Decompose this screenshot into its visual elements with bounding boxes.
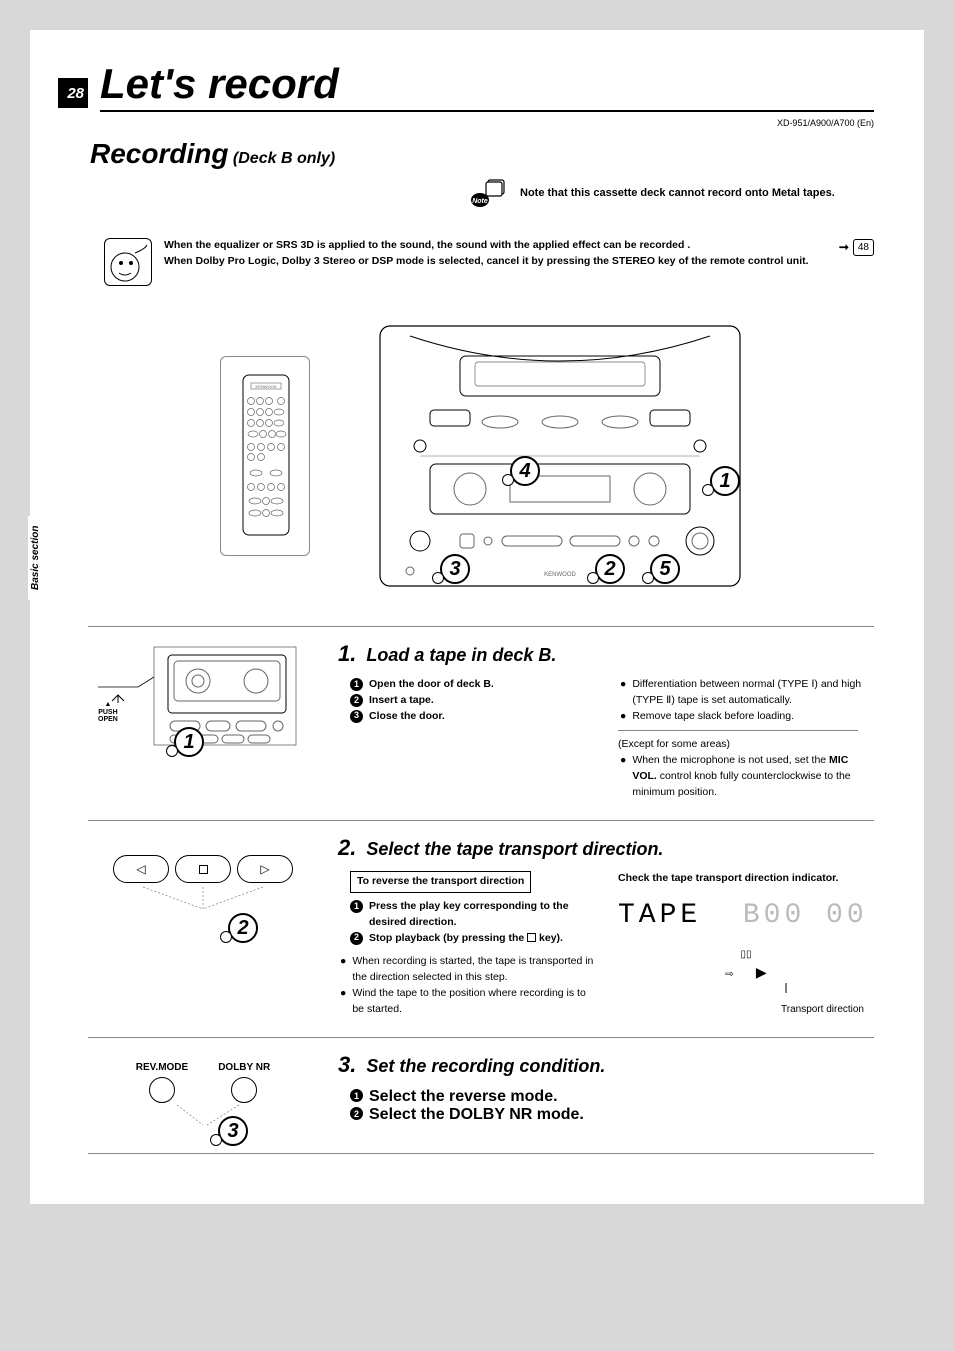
callout-3: 3 <box>440 554 470 584</box>
info-block: ➞ 48 When the equalizer or SRS 3D is app… <box>104 238 874 286</box>
step2-title: 2. Select the tape transport direction. <box>338 835 874 861</box>
callout-1: 1 <box>710 466 740 496</box>
step2-right-title: Check the tape transport direction indic… <box>618 871 874 887</box>
info-text: ➞ 48 When the equalizer or SRS 3D is app… <box>164 238 874 270</box>
play-rev-button: ◁ <box>113 855 169 883</box>
illustration-row: KENWOOD <box>220 316 874 596</box>
page-number-badge: 28 <box>58 78 88 108</box>
page-ref: ➞ 48 <box>839 238 874 256</box>
step2-item-a: Press the play key corresponding to the … <box>369 899 594 931</box>
svg-text:Note: Note <box>472 198 488 205</box>
sub-title: Recording <box>90 138 228 169</box>
remote-illustration: KENWOOD <box>220 356 310 556</box>
svg-text:KENWOOD: KENWOOD <box>255 384 276 389</box>
step2-item-b: Stop playback (by pressing the key). <box>369 931 563 947</box>
play-fwd-button: ▷ <box>237 855 293 883</box>
step1-bullet-1: Differentiation between normal (TYPE Ⅰ) … <box>632 677 874 709</box>
side-tab: Basic section <box>28 516 43 600</box>
rev-mode-label: REV.MODE <box>136 1062 188 1073</box>
step1-item-a: Open the door of deck B. <box>369 677 494 693</box>
step1-callout: 1 <box>174 727 204 757</box>
transport-buttons: ◁ ▷ <box>88 855 318 883</box>
dolby-nr-knob <box>231 1077 257 1103</box>
subtitle-row: Recording (Deck B only) <box>90 138 874 170</box>
callout-5: 5 <box>650 554 680 584</box>
step3-item-b: Select the DOLBY NR mode. <box>369 1106 584 1124</box>
direction-label: Transport direction <box>618 1002 874 1017</box>
step2-bullet-1: When recording is started, the tape is t… <box>352 954 594 986</box>
lcd-display: TAPE B00 00 <box>618 895 874 937</box>
step1-bullet-3: When the microphone is not used, set the… <box>632 753 874 800</box>
step1-title: 1. Load a tape in deck B. <box>338 641 874 667</box>
deck-b-illustration: ▲PUSHOPEN 1 <box>98 641 298 751</box>
step1-item-c: Close the door. <box>369 709 445 725</box>
step-2: ◁ ▷ 2 2. Select the tape transport direc… <box>88 820 874 1017</box>
step2-bullet-2: Wind the tape to the position where reco… <box>352 986 594 1018</box>
main-title: Let's record <box>100 60 874 112</box>
step2-boxed: To reverse the transport direction <box>350 871 531 893</box>
step-1: ▲PUSHOPEN 1 1. Load a tape in deck B. 1 O… <box>88 626 874 800</box>
step3-item-a: Select the reverse mode. <box>369 1088 558 1106</box>
step1-except: (Except for some areas) <box>618 737 874 753</box>
push-open-label: ▲PUSHOPEN <box>98 701 118 724</box>
note-icon: Note <box>470 178 508 208</box>
note-row: Note Note that this cassette deck cannot… <box>470 178 874 208</box>
stop-button <box>175 855 231 883</box>
step3-callout: 3 <box>218 1116 248 1146</box>
manual-page: 28 Let's record XD-951/A900/A700 (En) Re… <box>30 30 924 1204</box>
info-line-2: When Dolby Pro Logic, Dolby 3 Stereo or … <box>164 254 874 270</box>
step3-title: 3. Set the recording condition. <box>338 1052 874 1078</box>
knob-row: REV.MODE DOLBY NR <box>88 1062 318 1103</box>
sub-title-paren: (Deck B only) <box>233 150 335 167</box>
step1-item-b: Insert a tape. <box>369 693 434 709</box>
note-text: Note that this cassette deck cannot reco… <box>520 187 835 199</box>
step2-callout: 2 <box>228 913 258 943</box>
model-label: XD-951/A900/A700 (En) <box>80 118 874 128</box>
direction-indicator: ▯▯⇨ ▶ Transport direction <box>618 947 874 1017</box>
svg-text:KENWOOD: KENWOOD <box>544 572 576 578</box>
info-line-1: When the equalizer or SRS 3D is applied … <box>164 238 874 254</box>
rev-mode-knob <box>149 1077 175 1103</box>
step1-bullet-2: Remove tape slack before loading. <box>632 709 794 725</box>
character-icon <box>104 238 152 286</box>
callout-4: 4 <box>510 456 540 486</box>
step-3: REV.MODE DOLBY NR 3 3. Set the recording… <box>88 1037 874 1129</box>
callout-2: 2 <box>595 554 625 584</box>
page-ref-number: 48 <box>853 239 874 256</box>
arrow-icon: ➞ <box>839 238 849 256</box>
dolby-nr-label: DOLBY NR <box>218 1062 270 1073</box>
main-unit-illustration: KENWOOD 4 1 3 2 5 <box>370 316 750 596</box>
